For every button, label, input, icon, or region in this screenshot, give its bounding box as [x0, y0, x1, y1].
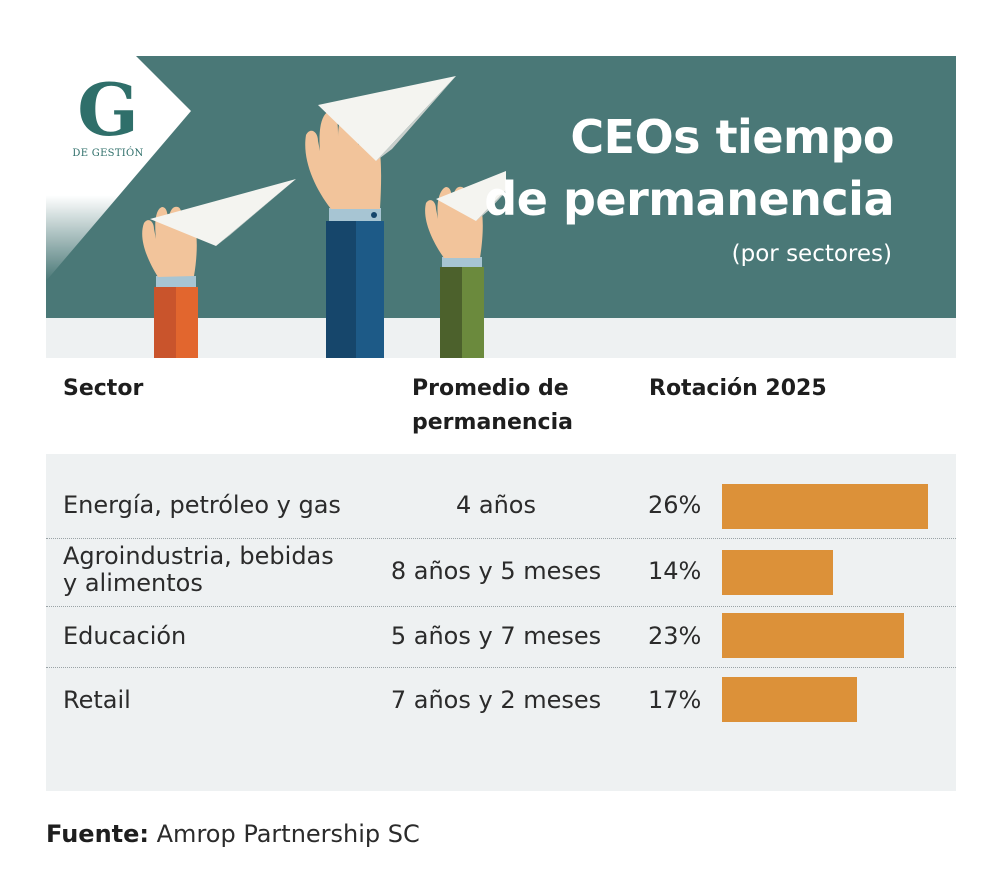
source-text: Amrop Partnership SC [156, 820, 420, 848]
sector-cell: Educación [63, 622, 187, 650]
right-paper-plane-icon [436, 171, 506, 221]
title-line-1: CEOs tiempo [570, 110, 894, 164]
average-cell: 5 años y 7 meses [390, 622, 602, 650]
hands-paper-planes-illustration [142, 76, 506, 358]
title-line-2: de permanencia [484, 172, 894, 226]
sector-cell: Agroindustria, bebidas y alimentos [63, 543, 334, 597]
rotation-label: 23% [648, 622, 702, 650]
table-row: Educación 5 años y 7 meses 23% [46, 607, 956, 668]
gestion-logo-text: DE GESTIÓN [72, 148, 144, 159]
rotation-bar [722, 550, 833, 595]
center-hand-icon [305, 110, 384, 358]
page-subtitle: (por sectores) [731, 241, 892, 267]
table-row: Agroindustria, bebidas y alimentos 8 año… [46, 539, 956, 607]
sector-cell: Retail [63, 686, 131, 714]
table-row: Retail 7 años y 2 meses 17% [46, 668, 956, 736]
right-hand-icon [425, 186, 484, 358]
column-header-average-line-2: permanencia [412, 410, 573, 435]
left-paper-plane-icon [150, 179, 296, 246]
left-hand-icon [142, 206, 198, 358]
column-header-average: Promedio de permanencia [412, 372, 573, 440]
sector-cell-line-2: y alimentos [63, 569, 203, 597]
source-note: Fuente: Amrop Partnership SC [46, 820, 420, 848]
rotation-label: 14% [648, 557, 702, 585]
column-header-average-line-1: Promedio de [412, 376, 569, 401]
rotation-label: 17% [648, 686, 702, 714]
rotation-bar [722, 484, 928, 529]
column-header-rotation: Rotación 2025 [649, 376, 827, 401]
rotation-label: 26% [648, 491, 702, 519]
sector-cell-line-1: Agroindustria, bebidas [63, 542, 334, 570]
average-cell: 8 años y 5 meses [390, 557, 602, 585]
average-cell: 4 años [455, 491, 536, 519]
rotation-bar [722, 677, 857, 722]
center-paper-plane-icon [318, 76, 456, 161]
gestion-logo: G [77, 67, 139, 152]
infographic-card: G DE GESTIÓN [46, 56, 956, 791]
rotation-bar [722, 613, 905, 658]
source-label: Fuente: [46, 820, 149, 848]
table-header: Sector Promedio de permanencia Rotación … [46, 358, 956, 454]
average-cell: 7 años y 2 meses [390, 686, 602, 714]
column-header-sector: Sector [63, 376, 144, 401]
table-row: Energía, petróleo y gas 4 años 26% [46, 471, 956, 539]
header-banner: G DE GESTIÓN [46, 56, 956, 358]
logo-tab [46, 56, 191, 281]
page-title: CEOs tiempo de permanencia [484, 106, 894, 230]
sector-cell: Energía, petróleo y gas [63, 491, 341, 519]
